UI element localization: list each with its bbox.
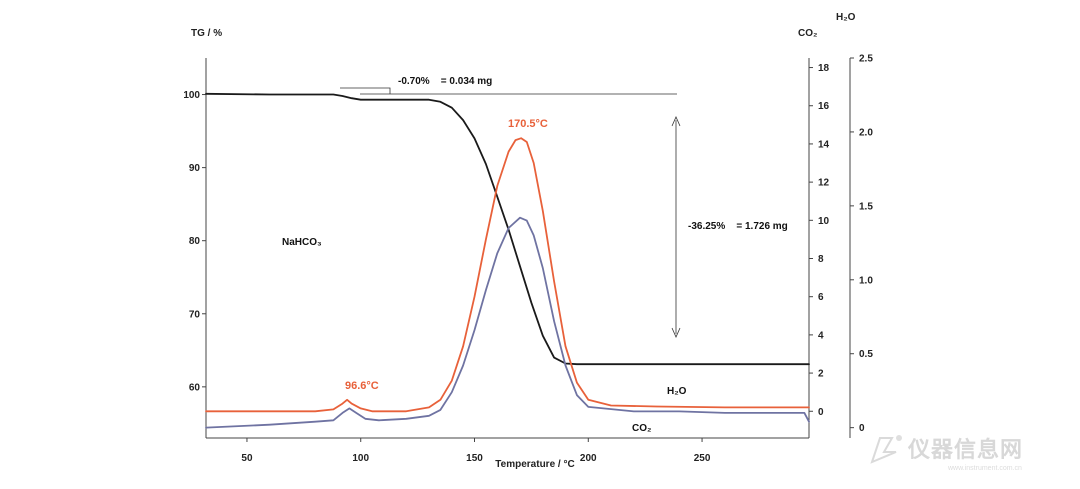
- co2-tick-label: 6: [818, 292, 824, 303]
- co2-tick-label: 14: [818, 139, 830, 150]
- tg-tick-label: 60: [189, 382, 201, 393]
- h2o-tick-label: 1.0: [859, 275, 873, 286]
- main-loss-arrow-head-bottom: [671, 327, 681, 338]
- h2o-tick-label: 2.5: [859, 54, 873, 65]
- x-tick-label: 100: [352, 453, 369, 464]
- main-loss-annotation: -36.25% = 1.726 mg: [688, 221, 788, 232]
- tg-series-line: [205, 92, 810, 366]
- peak-small-label: 96.6°C: [345, 380, 379, 392]
- co2-axis-title: CO₂: [798, 28, 817, 39]
- x-tick-label: 200: [580, 453, 597, 464]
- h2o-tick-label: 0.5: [859, 349, 873, 360]
- co2-tick-label: 2: [818, 369, 824, 380]
- co2-tick-label: 0: [818, 407, 824, 418]
- h2o-tick-label: 0: [859, 423, 865, 434]
- tg-axis-title: TG / %: [191, 28, 222, 39]
- co2-tick-label: 12: [818, 178, 830, 189]
- x-axis-title: Temperature / °C: [495, 459, 574, 470]
- watermark-subtext: www.instrument.com.cn: [947, 465, 1022, 472]
- x-tick-label: 250: [694, 453, 711, 464]
- h2o-tick-label: 1.5: [859, 201, 873, 212]
- tg-tick-label: 100: [183, 90, 200, 101]
- first-loss-bracket: [340, 87, 391, 94]
- x-tick-label: 150: [466, 453, 483, 464]
- tg-tick-label: 70: [189, 309, 201, 320]
- watermark-logo-icon: [870, 435, 902, 464]
- h2o-series-line: [205, 216, 810, 429]
- co2-tick-label: 18: [818, 63, 830, 74]
- tg-tick-label: 90: [189, 163, 201, 174]
- watermark-text: 仪器信息网: [907, 437, 1023, 462]
- peak-main-label: 170.5°C: [508, 118, 548, 130]
- co2-tick-label: 8: [818, 254, 824, 265]
- co2-series-line: [205, 137, 810, 413]
- first-loss-annotation: -0.70% = 0.034 mg: [398, 76, 492, 87]
- co2-tick-label: 16: [818, 101, 830, 112]
- tg-tick-label: 80: [189, 236, 201, 247]
- x-tick-label: 50: [241, 453, 253, 464]
- sample-label: NaHCO₃: [282, 237, 322, 248]
- watermark: 仪器信息网 www.instrument.com.cn: [870, 435, 1023, 472]
- h2o-tick-label: 2.0: [859, 127, 873, 138]
- h2o-axis-title: H₂O: [836, 12, 856, 23]
- h2o-series-label: H₂O: [667, 386, 687, 397]
- co2-series-label: CO₂: [632, 423, 651, 434]
- main-loss-arrow-head-top: [671, 116, 681, 127]
- co2-tick-label: 10: [818, 216, 830, 227]
- co2-tick-label: 4: [818, 330, 824, 341]
